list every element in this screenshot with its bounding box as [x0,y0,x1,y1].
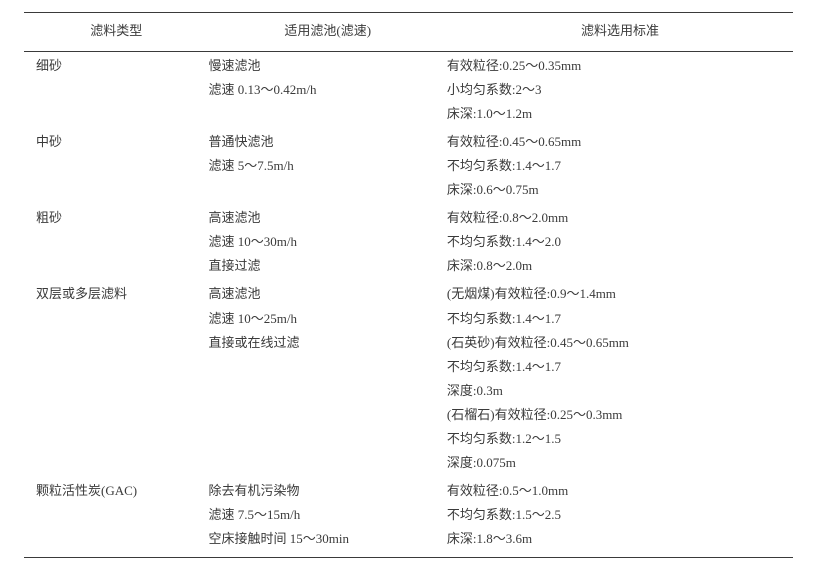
pool-line: 直接过滤 [209,254,443,278]
pool-line: 高速滤池 [209,282,443,306]
spec-line: 床深:0.6～0.75m [447,178,789,202]
pool-line: 普通快滤池 [209,130,443,154]
cell-pool: 除去有机污染物 滤速 7.5～15m/h 空床接触时间 15～30min [209,477,447,558]
header-type: 滤料类型 [24,13,209,52]
pool-line: 慢速滤池 [209,54,443,78]
page: 滤料类型 适用滤池(滤速) 滤料选用标准 细砂 慢速滤池 滤速 0.13～0.4… [0,0,817,578]
spec-line: (石榴石)有效粒径:0.25～0.3mm [447,403,789,427]
cell-type: 粗砂 [24,204,209,280]
cell-type: 中砂 [24,128,209,204]
spec-line: 不均匀系数:1.2～1.5 [447,427,789,451]
spec-line: (无烟煤)有效粒径:0.9～1.4mm [447,282,789,306]
cell-pool: 高速滤池 滤速 10～25m/h 直接或在线过滤 [209,280,447,476]
cell-type: 颗粒活性炭(GAC) [24,477,209,558]
spec-line: 深度:0.075m [447,451,789,475]
table-row: 颗粒活性炭(GAC) 除去有机污染物 滤速 7.5～15m/h 空床接触时间 1… [24,477,793,558]
spec-line: 不均匀系数:1.4～1.7 [447,154,789,178]
table-body: 细砂 慢速滤池 滤速 0.13～0.42m/h 有效粒径:0.25～0.35mm… [24,52,793,558]
cell-spec: 有效粒径:0.5～1.0mm 不均匀系数:1.5～2.5 床深:1.8～3.6m [447,477,793,558]
cell-spec: 有效粒径:0.45～0.65mm 不均匀系数:1.4～1.7 床深:0.6～0.… [447,128,793,204]
spec-line: 深度:0.3m [447,379,789,403]
cell-pool: 慢速滤池 滤速 0.13～0.42m/h [209,52,447,129]
filter-media-table: 滤料类型 适用滤池(滤速) 滤料选用标准 细砂 慢速滤池 滤速 0.13～0.4… [24,12,793,558]
spec-line: 床深:0.8～2.0m [447,254,789,278]
pool-line: 除去有机污染物 [209,479,443,503]
table-row: 粗砂 高速滤池 滤速 10～30m/h 直接过滤 有效粒径:0.8～2.0mm … [24,204,793,280]
pool-line: 滤速 10～25m/h [209,307,443,331]
spec-line: 有效粒径:0.5～1.0mm [447,479,789,503]
spec-line: 不均匀系数:1.4～1.7 [447,355,789,379]
cell-spec: 有效粒径:0.25～0.35mm 小均匀系数:2～3 床深:1.0～1.2m [447,52,793,129]
cell-spec: (无烟煤)有效粒径:0.9～1.4mm 不均匀系数:1.4～1.7 (石英砂)有… [447,280,793,476]
header-pool: 适用滤池(滤速) [209,13,447,52]
pool-line: 高速滤池 [209,206,443,230]
table-row: 中砂 普通快滤池 滤速 5～7.5m/h 有效粒径:0.45～0.65mm 不均… [24,128,793,204]
pool-line: 空床接触时间 15～30min [209,527,443,551]
spec-line: 有效粒径:0.45～0.65mm [447,130,789,154]
spec-line: 不均匀系数:1.5～2.5 [447,503,789,527]
header-row: 滤料类型 适用滤池(滤速) 滤料选用标准 [24,13,793,52]
pool-line: 滤速 10～30m/h [209,230,443,254]
pool-line: 滤速 7.5～15m/h [209,503,443,527]
spec-line: 床深:1.8～3.6m [447,527,789,551]
spec-line: 有效粒径:0.8～2.0mm [447,206,789,230]
pool-line: 滤速 5～7.5m/h [209,154,443,178]
spec-line: 床深:1.0～1.2m [447,102,789,126]
cell-type: 细砂 [24,52,209,129]
pool-line: 直接或在线过滤 [209,331,443,355]
cell-spec: 有效粒径:0.8～2.0mm 不均匀系数:1.4～2.0 床深:0.8～2.0m [447,204,793,280]
spec-line: 不均匀系数:1.4～2.0 [447,230,789,254]
table-row: 双层或多层滤料 高速滤池 滤速 10～25m/h 直接或在线过滤 (无烟煤)有效… [24,280,793,476]
spec-line: 不均匀系数:1.4～1.7 [447,307,789,331]
spec-line: 有效粒径:0.25～0.35mm [447,54,789,78]
cell-pool: 高速滤池 滤速 10～30m/h 直接过滤 [209,204,447,280]
header-spec: 滤料选用标准 [447,13,793,52]
cell-type: 双层或多层滤料 [24,280,209,476]
cell-pool: 普通快滤池 滤速 5～7.5m/h [209,128,447,204]
spec-line: (石英砂)有效粒径:0.45～0.65mm [447,331,789,355]
spec-line: 小均匀系数:2～3 [447,78,789,102]
table-row: 细砂 慢速滤池 滤速 0.13～0.42m/h 有效粒径:0.25～0.35mm… [24,52,793,129]
pool-line: 滤速 0.13～0.42m/h [209,78,443,102]
